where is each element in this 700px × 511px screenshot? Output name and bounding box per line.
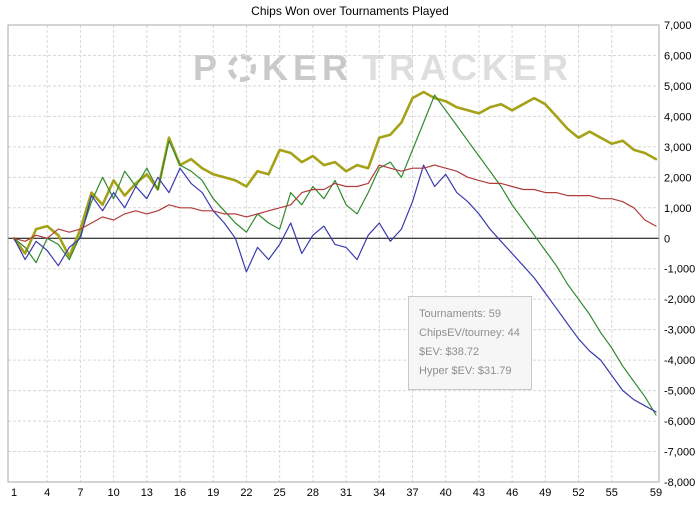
- y-tick-label: -5,000: [664, 386, 695, 398]
- x-tick-label: 49: [539, 487, 551, 499]
- x-tick-label: 7: [77, 487, 83, 499]
- x-tick-label: 4: [44, 487, 50, 499]
- chart-title: Chips Won over Tournaments Played: [251, 4, 449, 18]
- x-tick-label: 52: [572, 487, 584, 499]
- x-tick-label: 28: [307, 487, 319, 499]
- x-tick-label: 55: [606, 487, 618, 499]
- poker-chip-icon: [228, 54, 257, 82]
- x-tick-label: 16: [174, 487, 186, 499]
- y-tick-label: -3,000: [664, 325, 695, 337]
- x-tick-label: 25: [274, 487, 286, 499]
- tooltip-hyper-dollar-ev: Hyper $EV: $31.79: [419, 365, 512, 377]
- y-tick-label: 2,000: [664, 172, 692, 184]
- pokertracker-watermark: P KER TRACKER: [193, 47, 573, 89]
- series-red-line: [13, 164, 657, 242]
- y-tick-label: 0: [664, 233, 670, 245]
- tooltip-dollar-ev: $EV: $38.72: [419, 346, 480, 358]
- plot-border: [7, 24, 660, 483]
- y-tick-label: 5,000: [664, 81, 692, 93]
- watermark-tracker: TRACKER: [362, 47, 574, 88]
- x-tick-label: 34: [373, 487, 385, 499]
- x-tick-label: 19: [207, 487, 219, 499]
- y-tick-label: -7,000: [664, 447, 695, 459]
- x-tick-label: 13: [141, 487, 153, 499]
- y-tick-label: -1,000: [664, 264, 695, 276]
- tooltip-tournaments: Tournaments: 59: [419, 308, 501, 320]
- y-tick-label: 6,000: [664, 50, 692, 62]
- x-tick-label: 46: [506, 487, 518, 499]
- x-tick-label: 22: [240, 487, 252, 499]
- x-tick-label: 10: [107, 487, 119, 499]
- series-chips-won-olive: [12, 90, 658, 258]
- y-tick-label: -2,000: [664, 294, 695, 306]
- x-tick-label: 40: [440, 487, 452, 499]
- x-tick-label: 31: [340, 487, 352, 499]
- stats-tooltip: Tournaments: 59 ChipsEV/tourney: 44 $EV:…: [408, 296, 532, 390]
- y-tick-label: 7,000: [664, 20, 692, 32]
- tooltip-chipsev-per-tourney: ChipsEV/tourney: 44: [419, 327, 520, 339]
- y-tick-label: -6,000: [664, 416, 695, 428]
- series-green-line: [13, 94, 657, 416]
- y-tick-label: -4,000: [664, 355, 695, 367]
- x-tick-label: 37: [406, 487, 418, 499]
- x-tick-label: 59: [650, 487, 662, 499]
- x-tick-label: 1: [11, 487, 17, 499]
- x-tick-label: 43: [473, 487, 485, 499]
- series-blue-line: [13, 164, 657, 413]
- y-tick-label: 1,000: [664, 203, 692, 215]
- y-tick-label: 3,000: [664, 142, 692, 154]
- y-tick-label: 4,000: [664, 111, 692, 123]
- y-tick-label: -8,000: [664, 477, 695, 489]
- watermark-letters-ker: KER: [262, 47, 354, 88]
